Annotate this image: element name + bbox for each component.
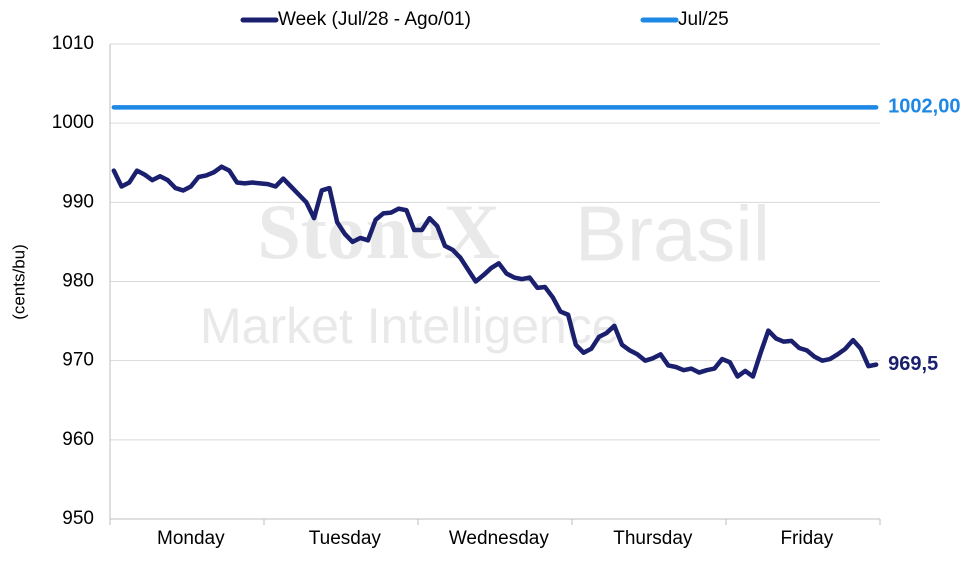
y-tick-label: 980 — [62, 271, 94, 292]
y-tick-label: 950 — [62, 508, 94, 529]
y-tick-label: 1010 — [52, 33, 94, 54]
x-tick-label: Monday — [157, 528, 225, 549]
x-tick-label: Thursday — [613, 528, 693, 549]
x-tick-label: Tuesday — [309, 528, 382, 549]
legend-label: Week (Jul/28 - Ago/01) — [278, 9, 471, 30]
x-tick-label: Wednesday — [449, 528, 549, 549]
data-label: 969,5 — [888, 353, 938, 375]
watermark: Brasil — [575, 190, 770, 278]
y-tick-label: 970 — [62, 350, 94, 371]
x-tick-label: Friday — [780, 528, 833, 549]
y-axis-label: (cents/bu) — [9, 244, 28, 320]
watermark: Market Intelligence — [200, 298, 620, 354]
y-tick-label: 990 — [62, 191, 94, 212]
line-series — [111, 164, 879, 379]
y-tick-label: 960 — [62, 429, 94, 450]
data-label: 1002,00 — [888, 96, 960, 118]
y-tick-label: 1000 — [52, 112, 94, 133]
legend-label: Jul/25 — [678, 9, 729, 30]
